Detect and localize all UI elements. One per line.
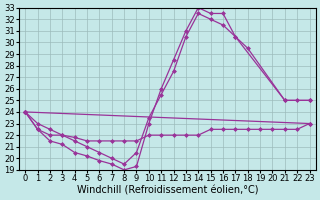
X-axis label: Windchill (Refroidissement éolien,°C): Windchill (Refroidissement éolien,°C): [76, 186, 258, 196]
